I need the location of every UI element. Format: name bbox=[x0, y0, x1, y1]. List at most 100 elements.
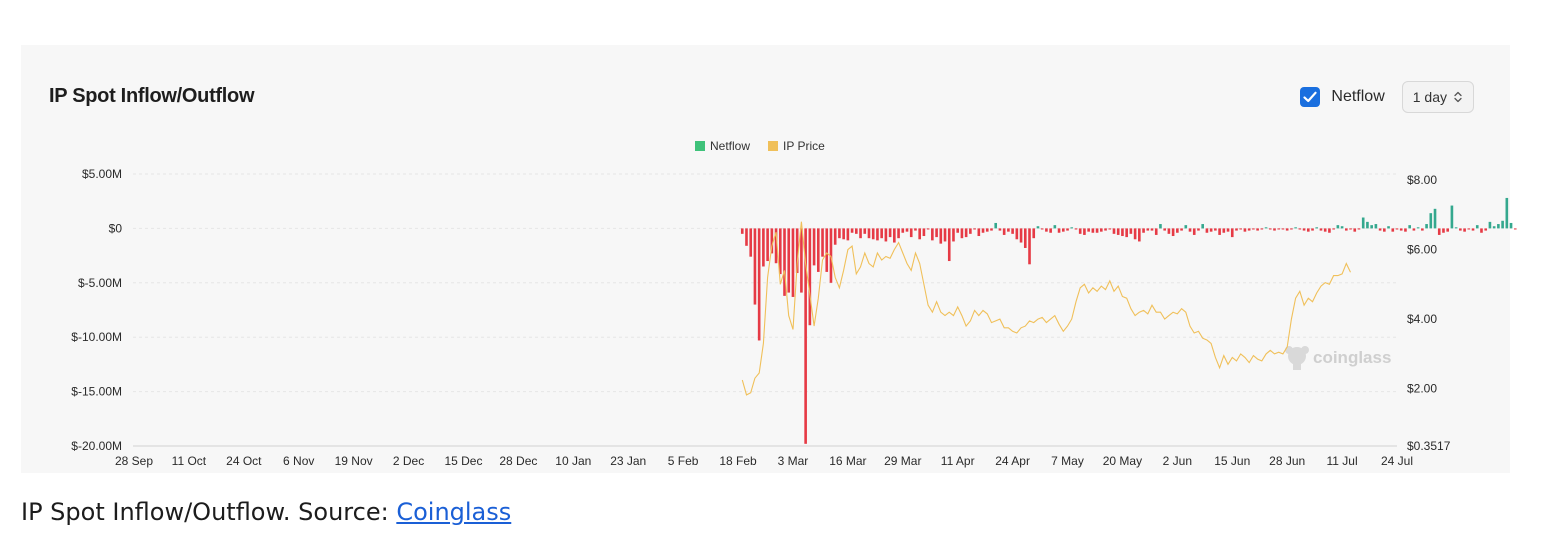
x-axis-tick-label: 28 Dec bbox=[499, 454, 537, 468]
netflow-bar bbox=[745, 228, 748, 246]
netflow-bar bbox=[812, 228, 816, 266]
netflow-bar bbox=[1315, 227, 1319, 229]
netflow-bar bbox=[863, 228, 867, 234]
netflow-bar bbox=[1070, 227, 1074, 229]
netflow-bar bbox=[1378, 228, 1382, 231]
netflow-bar bbox=[816, 228, 820, 272]
netflow-bar bbox=[1133, 228, 1137, 240]
netflow-bar bbox=[1294, 227, 1297, 229]
netflow-bar bbox=[1214, 228, 1217, 231]
netflow-bar bbox=[1222, 228, 1226, 233]
chart-gridlines bbox=[133, 173, 1397, 447]
netflow-bar bbox=[1197, 228, 1200, 231]
netflow-bar bbox=[1328, 228, 1331, 233]
netflow-bar bbox=[787, 228, 791, 293]
netflow-bar bbox=[1129, 228, 1133, 234]
x-axis-tick-label: 11 Oct bbox=[172, 454, 207, 468]
netflow-bar bbox=[1192, 228, 1196, 235]
netflow-chart: Netflow IP Price $5.00M$0$-5.00M$-10.00M$… bbox=[71, 139, 1517, 468]
left-axis-tick-label: $-10.00M bbox=[71, 330, 122, 344]
netflow-bar bbox=[1492, 226, 1496, 229]
netflow-bar bbox=[774, 228, 778, 264]
netflow-bar bbox=[1421, 228, 1424, 231]
netflow-bar bbox=[821, 228, 824, 257]
legend-label[interactable]: IP Price bbox=[783, 139, 825, 153]
right-axis-labels: $8.00 $6.00 $4.00 $2.00 $0.3517 bbox=[1407, 173, 1451, 453]
netflow-bar bbox=[1100, 228, 1103, 232]
netflow-checkbox[interactable] bbox=[1300, 87, 1321, 107]
interval-select[interactable]: 1 day bbox=[1401, 81, 1474, 113]
netflow-bar bbox=[876, 228, 879, 241]
netflow-bar bbox=[901, 228, 905, 233]
netflow-bar bbox=[1040, 228, 1044, 230]
caption-text: IP Spot Inflow/Outflow. Source: bbox=[21, 498, 397, 526]
netflow-bar bbox=[998, 228, 1002, 231]
netflow-bar bbox=[783, 228, 786, 296]
x-axis-tick-label: 2 Dec bbox=[393, 454, 424, 468]
netflow-checkbox-label[interactable]: Netflow bbox=[1331, 88, 1385, 105]
x-axis-tick-label: 15 Dec bbox=[444, 454, 482, 468]
netflow-bar bbox=[952, 228, 955, 242]
netflow-bar bbox=[1353, 228, 1357, 232]
netflow-bar bbox=[1404, 228, 1407, 232]
netflow-bar bbox=[1163, 228, 1166, 231]
netflow-bar bbox=[1332, 228, 1335, 230]
netflow-bar bbox=[1480, 228, 1483, 233]
ip-price-line bbox=[741, 221, 1351, 396]
netflow-bar bbox=[994, 222, 998, 229]
x-axis-tick-label: 15 Jun bbox=[1214, 454, 1250, 468]
netflow-bar bbox=[757, 228, 761, 341]
netflow-bar bbox=[922, 228, 926, 237]
right-axis-tick-label: $2.00 bbox=[1407, 382, 1437, 396]
netflow-bar bbox=[947, 228, 951, 262]
netflow-bar bbox=[1387, 226, 1390, 229]
netflow-bar bbox=[1074, 228, 1078, 230]
netflow-bar bbox=[1176, 228, 1179, 233]
netflow-bar bbox=[1361, 217, 1365, 229]
netflow-bar bbox=[1184, 225, 1188, 229]
left-axis-tick-label: $0 bbox=[109, 221, 123, 235]
netflow-bar bbox=[1061, 228, 1065, 232]
netflow-bar bbox=[1247, 228, 1251, 231]
netflow-bar bbox=[762, 228, 765, 267]
x-axis-tick-label: 10 Jan bbox=[555, 454, 591, 468]
netflow-bar bbox=[1011, 228, 1014, 234]
netflow-bar bbox=[1273, 228, 1276, 231]
x-axis-tick-label: 3 Mar bbox=[778, 454, 809, 468]
netflow-bar bbox=[981, 228, 985, 233]
netflow-bar bbox=[1150, 228, 1154, 231]
netflow-bar bbox=[1484, 228, 1488, 231]
coinglass-source-link[interactable]: Coinglass bbox=[396, 498, 512, 526]
netflow-bar bbox=[1268, 228, 1272, 230]
netflow-bar bbox=[1442, 228, 1445, 233]
netflow-bar bbox=[1277, 228, 1281, 230]
netflow-bar bbox=[1488, 221, 1492, 229]
netflow-bar bbox=[1028, 228, 1031, 265]
netflow-bar bbox=[1002, 228, 1006, 235]
legend-label[interactable]: Netflow bbox=[710, 139, 750, 153]
netflow-bar bbox=[1154, 228, 1158, 235]
netflow-bar bbox=[1357, 228, 1361, 230]
netflow-bar bbox=[1302, 228, 1306, 231]
netflow-bar bbox=[943, 228, 947, 242]
netflow-bar bbox=[808, 228, 812, 326]
netflow-bar bbox=[960, 228, 964, 239]
netflow-bar bbox=[1264, 227, 1268, 229]
check-icon bbox=[1303, 91, 1317, 103]
right-axis-tick-label: $8.00 bbox=[1407, 173, 1437, 187]
netflow-bar bbox=[1370, 225, 1373, 229]
netflow-bar bbox=[838, 228, 841, 239]
netflow-bar bbox=[918, 228, 921, 240]
netflow-bar bbox=[1501, 220, 1504, 229]
netflow-bar bbox=[1023, 228, 1027, 248]
netflow-bar bbox=[880, 228, 883, 239]
netflow-bar bbox=[1007, 228, 1010, 232]
x-axis-tick-label: 11 Apr bbox=[941, 454, 975, 468]
left-axis-labels: $5.00M $0 $-5.00M $-10.00M $-15.00M $-20.00M bbox=[71, 167, 122, 453]
netflow-bar bbox=[1239, 228, 1243, 230]
netflow-bar bbox=[1083, 228, 1086, 235]
x-axis-tick-label: 28 Jun bbox=[1269, 454, 1305, 468]
x-axis-tick-label: 7 May bbox=[1051, 454, 1084, 468]
figure-caption: IP Spot Inflow/Outflow. Source: Coinglas… bbox=[21, 498, 511, 526]
netflow-bar bbox=[833, 228, 837, 245]
